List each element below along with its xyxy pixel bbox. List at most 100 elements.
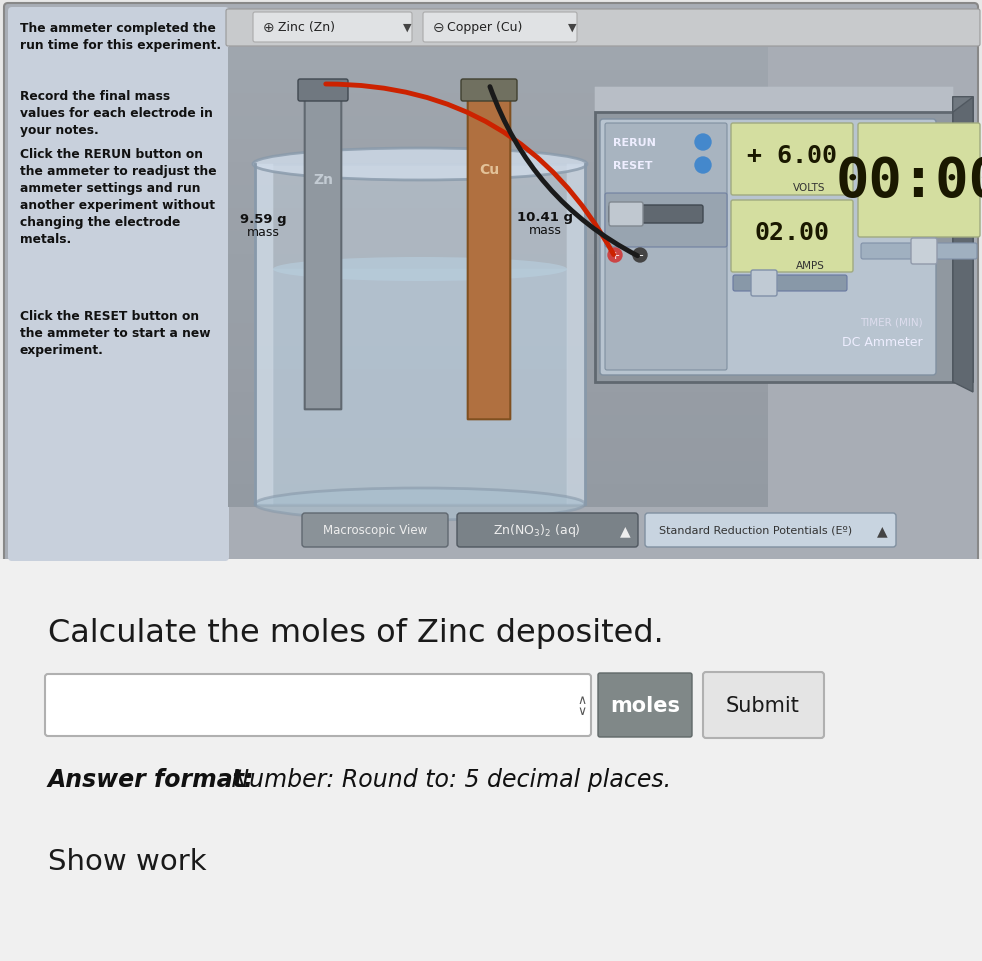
FancyBboxPatch shape xyxy=(645,513,896,548)
FancyBboxPatch shape xyxy=(751,271,777,297)
FancyBboxPatch shape xyxy=(228,301,768,324)
FancyBboxPatch shape xyxy=(733,276,847,292)
FancyBboxPatch shape xyxy=(953,98,973,382)
FancyBboxPatch shape xyxy=(605,194,727,248)
Polygon shape xyxy=(953,98,973,393)
FancyBboxPatch shape xyxy=(609,206,703,224)
FancyBboxPatch shape xyxy=(228,484,768,507)
Text: moles: moles xyxy=(610,695,680,715)
Circle shape xyxy=(695,158,711,174)
FancyBboxPatch shape xyxy=(228,48,768,507)
Text: Record the final mass
values for each electrode in
your notes.: Record the final mass values for each el… xyxy=(20,90,213,136)
FancyBboxPatch shape xyxy=(302,513,448,548)
Text: The ammeter completed the
run time for this experiment.: The ammeter completed the run time for t… xyxy=(20,22,221,52)
Text: AMPS: AMPS xyxy=(796,260,825,271)
Text: mass: mass xyxy=(528,224,562,237)
FancyBboxPatch shape xyxy=(461,80,517,102)
Ellipse shape xyxy=(255,488,585,521)
FancyBboxPatch shape xyxy=(298,80,348,102)
FancyBboxPatch shape xyxy=(858,124,980,237)
Text: ∧
∨: ∧ ∨ xyxy=(577,693,586,717)
FancyBboxPatch shape xyxy=(423,13,577,43)
FancyBboxPatch shape xyxy=(226,10,980,47)
FancyBboxPatch shape xyxy=(228,347,768,370)
FancyBboxPatch shape xyxy=(598,674,692,737)
FancyBboxPatch shape xyxy=(228,393,768,415)
Text: Zn: Zn xyxy=(313,173,333,186)
FancyBboxPatch shape xyxy=(228,255,768,278)
Text: Answer format:: Answer format: xyxy=(48,767,254,791)
Text: RERUN: RERUN xyxy=(613,137,656,148)
FancyBboxPatch shape xyxy=(605,124,727,371)
FancyBboxPatch shape xyxy=(595,112,953,382)
FancyBboxPatch shape xyxy=(731,201,853,273)
FancyBboxPatch shape xyxy=(861,244,977,259)
FancyBboxPatch shape xyxy=(228,415,768,438)
Circle shape xyxy=(608,249,622,262)
FancyBboxPatch shape xyxy=(600,120,936,376)
Text: Standard Reduction Potentials (Eº): Standard Reduction Potentials (Eº) xyxy=(660,526,852,535)
Text: ▼: ▼ xyxy=(403,23,411,33)
FancyBboxPatch shape xyxy=(253,13,412,43)
Text: TIMER (MIN): TIMER (MIN) xyxy=(860,318,923,328)
FancyBboxPatch shape xyxy=(0,559,982,961)
Text: Zinc (Zn): Zinc (Zn) xyxy=(278,21,335,35)
FancyBboxPatch shape xyxy=(228,94,768,117)
Text: Cu: Cu xyxy=(479,162,499,177)
Text: Number: Round to: 5 decimal places.: Number: Round to: 5 decimal places. xyxy=(224,767,671,791)
Text: + 6.00: + 6.00 xyxy=(747,144,837,168)
FancyBboxPatch shape xyxy=(8,8,229,561)
Text: Show work: Show work xyxy=(48,847,206,875)
FancyBboxPatch shape xyxy=(228,278,768,301)
FancyBboxPatch shape xyxy=(304,89,342,410)
Circle shape xyxy=(633,249,647,262)
Circle shape xyxy=(695,135,711,151)
Text: VOLTS: VOLTS xyxy=(792,183,825,193)
FancyBboxPatch shape xyxy=(228,162,768,185)
Text: Zn(NO$_3$)$_2$ (aq): Zn(NO$_3$)$_2$ (aq) xyxy=(493,522,581,539)
FancyBboxPatch shape xyxy=(911,238,937,264)
FancyBboxPatch shape xyxy=(228,140,768,162)
Text: ⊖: ⊖ xyxy=(433,21,445,35)
FancyBboxPatch shape xyxy=(255,165,585,505)
FancyBboxPatch shape xyxy=(567,164,585,505)
FancyBboxPatch shape xyxy=(228,209,768,232)
Text: mass: mass xyxy=(246,226,280,239)
Text: +: + xyxy=(610,251,620,260)
Text: ▲: ▲ xyxy=(620,524,630,537)
FancyBboxPatch shape xyxy=(45,675,591,736)
FancyBboxPatch shape xyxy=(457,513,638,548)
FancyBboxPatch shape xyxy=(228,324,768,347)
Text: ON: ON xyxy=(655,212,673,223)
FancyBboxPatch shape xyxy=(609,203,643,227)
FancyBboxPatch shape xyxy=(228,185,768,209)
Ellipse shape xyxy=(253,149,587,181)
FancyBboxPatch shape xyxy=(228,48,768,71)
Text: 02.00: 02.00 xyxy=(754,221,830,245)
Text: Copper (Cu): Copper (Cu) xyxy=(447,21,522,35)
FancyBboxPatch shape xyxy=(228,461,768,484)
FancyBboxPatch shape xyxy=(4,4,978,564)
Ellipse shape xyxy=(273,258,567,282)
Text: ▲: ▲ xyxy=(877,524,888,537)
Text: ⊕: ⊕ xyxy=(263,21,275,35)
FancyBboxPatch shape xyxy=(703,673,824,738)
Text: 9.59 g: 9.59 g xyxy=(240,213,287,226)
FancyBboxPatch shape xyxy=(228,370,768,393)
FancyBboxPatch shape xyxy=(228,117,768,140)
FancyBboxPatch shape xyxy=(228,71,768,94)
Text: RESET: RESET xyxy=(613,160,652,171)
Text: Macroscopic View: Macroscopic View xyxy=(323,524,427,537)
Text: OFF: OFF xyxy=(615,212,638,223)
FancyBboxPatch shape xyxy=(595,87,954,118)
FancyBboxPatch shape xyxy=(254,164,273,505)
Text: DC Ammeter: DC Ammeter xyxy=(843,336,923,349)
Text: Click the RERUN button on
the ammeter to readjust the
ammeter settings and run
a: Click the RERUN button on the ammeter to… xyxy=(20,148,217,246)
FancyBboxPatch shape xyxy=(228,438,768,461)
Text: 00:00: 00:00 xyxy=(836,155,982,208)
FancyBboxPatch shape xyxy=(228,232,768,255)
Text: 10.41 g: 10.41 g xyxy=(517,211,573,224)
FancyBboxPatch shape xyxy=(273,269,568,505)
FancyBboxPatch shape xyxy=(467,89,511,420)
FancyBboxPatch shape xyxy=(731,124,853,196)
